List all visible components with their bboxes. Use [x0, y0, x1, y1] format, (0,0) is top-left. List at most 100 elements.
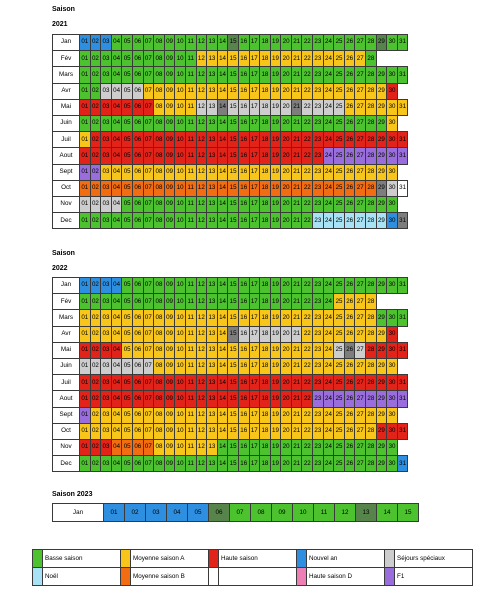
day-cell: 07 [142, 179, 155, 197]
day-cell: 29 [375, 276, 388, 295]
day-cell: 11 [184, 33, 197, 52]
day-cell: 26 [343, 374, 356, 392]
day-cell: 04 [110, 163, 123, 181]
day-cell: 19 [269, 114, 282, 133]
month-row: Jan 01 02 03 04 05 06 07 08 09 10 11 12 13 14 15 16 17 18 1… [52, 276, 409, 295]
day-cell: 08 [153, 66, 165, 84]
month-row: Avr 01 02 03 04 05 06 07 08 09 10 11 12 13 14 15 16 17 18 1… [52, 82, 408, 100]
day-cell: 08 [153, 341, 165, 359]
day-cell: 27 [354, 131, 367, 149]
day-cell: 03 [100, 114, 112, 133]
day-cell: 21 [290, 325, 303, 343]
legend-swatch [120, 549, 131, 568]
day-cell: 05 [121, 438, 133, 457]
day-cell: 23 [312, 357, 324, 376]
day-cell: 02 [89, 455, 102, 473]
month-row: Avr 01 02 03 04 05 06 07 08 09 10 11 12 13 14 15 16 17 18 1… [52, 325, 408, 343]
day-cell: 25 [333, 357, 345, 376]
day-cell: 05 [121, 325, 133, 343]
day-cell: 12 [195, 422, 208, 440]
day-cell: 30 [386, 212, 398, 230]
day-cell: 26 [343, 455, 356, 473]
day-cell: 12 [195, 50, 208, 68]
day-cell: 04 [110, 179, 123, 197]
day-cell: 12 [195, 293, 208, 311]
day-cell: 26 [343, 438, 356, 457]
day-cell: 04 [110, 406, 123, 424]
day-cell: 30 [386, 341, 398, 359]
day-cell: 16 [237, 293, 250, 311]
day-cell: 05 [121, 50, 133, 68]
month-label: Juil [52, 374, 80, 392]
day-cell: 25 [333, 309, 345, 327]
day-cell: 02 [89, 422, 102, 440]
day-cell: 09 [271, 503, 293, 522]
legend-label: Séjours spéciaux [394, 549, 473, 568]
day-cell: 04 [110, 66, 123, 84]
day-cell: 01 [79, 357, 91, 376]
empty-cell [397, 196, 408, 212]
day-cell: 31 [396, 98, 409, 116]
day-cell: 22 [301, 357, 314, 376]
day-cell: 13 [206, 422, 218, 440]
empty-cell [397, 164, 408, 180]
day-cell: 20 [280, 293, 292, 311]
day-cell: 08 [153, 455, 165, 473]
day-cell: 27 [354, 341, 367, 359]
day-cell: 12 [195, 406, 208, 424]
day-cell: 01 [79, 33, 91, 52]
day-cell: 19 [269, 293, 282, 311]
day-cell: 24 [322, 33, 335, 52]
day-cell: 31 [396, 131, 409, 149]
day-cell: 23 [312, 131, 324, 149]
day-cell: 17 [248, 98, 261, 116]
day-cell: 31 [396, 212, 409, 230]
day-cell: 16 [237, 114, 250, 133]
day-cell: 05 [121, 357, 133, 376]
month-label: Nov [52, 195, 80, 214]
day-cell: 22 [301, 33, 314, 52]
day-cell: 30 [386, 131, 398, 149]
day-cell: 21 [290, 131, 303, 149]
day-cell: 12 [195, 33, 208, 52]
day-cell: 24 [322, 66, 335, 84]
day-cell: 06 [131, 212, 144, 230]
day-cell: 06 [131, 66, 144, 84]
day-cell: 30 [386, 114, 398, 133]
day-cell: 19 [269, 422, 282, 440]
day-cell: 26 [343, 98, 356, 116]
day-cell: 29 [375, 341, 388, 359]
day-cell: 30 [386, 374, 398, 392]
day-cell: 02 [89, 374, 102, 392]
month-label: Avr [52, 325, 80, 343]
day-cell: 24 [322, 309, 335, 327]
day-cell: 30 [386, 406, 398, 424]
day-cell: 19 [269, 212, 282, 230]
day-cell: 20 [280, 325, 292, 343]
day-cell: 27 [354, 114, 367, 133]
day-cell: 20 [280, 179, 292, 197]
day-cell: 09 [163, 422, 176, 440]
day-cell: 15 [227, 341, 239, 359]
day-cell: 22 [301, 325, 314, 343]
day-cell: 03 [100, 179, 112, 197]
day-cell: 15 [227, 147, 239, 165]
day-cell: 17 [248, 341, 261, 359]
day-cell: 09 [163, 195, 176, 214]
day-cell: 21 [290, 455, 303, 473]
day-cell: 17 [248, 422, 261, 440]
legend-swatch [384, 549, 395, 568]
day-cell: 11 [184, 293, 197, 311]
day-cell: 15 [227, 163, 239, 181]
day-cell: 02 [89, 179, 102, 197]
day-cell: 10 [174, 374, 186, 392]
day-cell: 29 [375, 131, 388, 149]
day-cell: 03 [100, 357, 112, 376]
day-cell: 20 [280, 82, 292, 100]
day-cell: 16 [237, 276, 250, 295]
day-cell: 17 [248, 406, 261, 424]
day-cell: 16 [237, 374, 250, 392]
day-cell: 23 [312, 50, 324, 68]
day-cell: 19 [269, 131, 282, 149]
month-label: Sept [52, 163, 80, 181]
